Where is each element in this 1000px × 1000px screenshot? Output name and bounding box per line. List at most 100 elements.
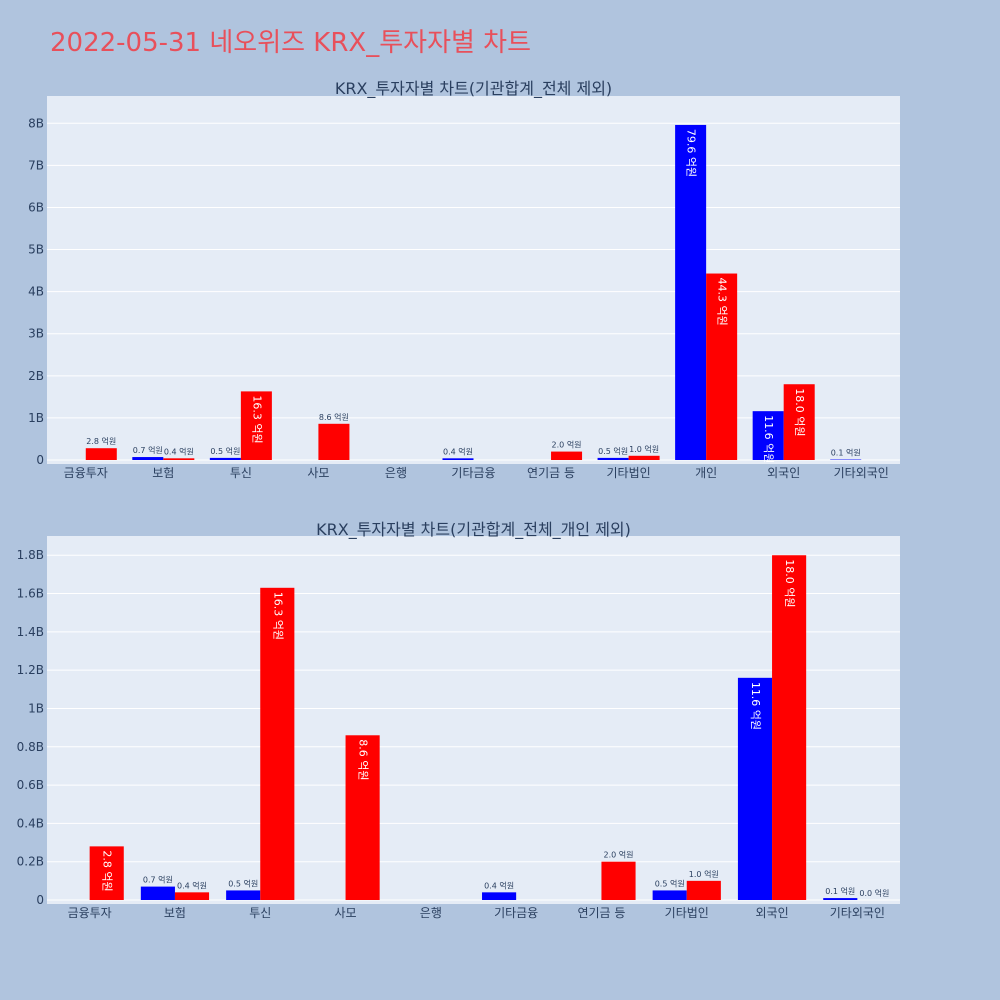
bar-label: 8.6 억원 xyxy=(357,739,370,780)
bar-label: 11.6 억원 xyxy=(762,415,775,463)
x-tick-label: 보험 xyxy=(164,906,186,920)
bar-label: 0.5 억원 xyxy=(598,446,628,456)
bar xyxy=(89,846,124,900)
bar-label: 18.0 억원 xyxy=(793,388,806,436)
bar-label: 0.5 억원 xyxy=(228,878,258,888)
bar xyxy=(482,892,517,900)
chart-title: KRX_투자자별 차트(기관합계_전체 제외) xyxy=(335,79,612,99)
bar xyxy=(318,423,350,460)
bar-label: 44.3 억원 xyxy=(716,278,729,326)
x-tick-label: 외국인 xyxy=(755,906,788,920)
bar-label: 2.8 억원 xyxy=(101,850,114,891)
page-title: 2022-05-31 네오위즈 KRX_투자자별 차트 xyxy=(50,28,532,58)
x-tick-label: 기타법인 xyxy=(607,466,651,480)
y-tick-label: 0.2B xyxy=(17,855,44,869)
x-tick-label: 개인 xyxy=(695,466,717,480)
bar xyxy=(752,411,784,460)
bar xyxy=(772,555,807,900)
x-tick-label: 투신 xyxy=(249,906,271,920)
y-tick-label: 0.4B xyxy=(17,816,44,830)
y-tick-label: 1B xyxy=(28,411,44,425)
bar xyxy=(174,892,210,900)
x-tick-label: 연기금 등 xyxy=(527,466,575,480)
bar xyxy=(132,457,164,460)
bar-label: 16.3 억원 xyxy=(271,592,284,640)
y-tick-label: 7B xyxy=(28,158,44,172)
bar xyxy=(823,898,858,900)
bar-label: 0.4 억원 xyxy=(177,880,207,890)
bar-label: 0.0 억원 xyxy=(859,888,889,898)
x-tick-label: 보험 xyxy=(152,466,174,480)
x-tick-label: 기타금융 xyxy=(494,906,538,920)
chart-2: 0 0.2B 0.4B 0.6B 0.8B 1B 1.2B 1.4B 1.6B 1.8B KRX_투… xyxy=(17,520,900,920)
bar-label: 0.7 억원 xyxy=(133,445,163,455)
x-tick-label: 투신 xyxy=(230,466,252,480)
x-tick-label: 기타금융 xyxy=(451,466,495,480)
y-tick-label: 3B xyxy=(28,327,44,341)
bar-label: 0.4 억원 xyxy=(484,880,514,890)
bar-label: 2.8 억원 xyxy=(86,436,116,446)
x-tick-label: 금융투자 xyxy=(64,466,108,480)
bar xyxy=(675,124,707,460)
bar xyxy=(652,890,687,900)
bar xyxy=(686,880,721,900)
y-tick-label: 1.4B xyxy=(17,625,44,639)
y-tick-label: 0 xyxy=(36,893,44,907)
bar xyxy=(442,458,474,460)
bar xyxy=(628,455,660,460)
x-tick-label: 은행 xyxy=(420,905,442,920)
y-tick-label: 5B xyxy=(28,243,44,257)
bar xyxy=(226,890,261,900)
y-tick-label: 1.6B xyxy=(17,587,44,601)
y-tick-label: 0 xyxy=(36,453,44,467)
bar-label: 8.6 억원 xyxy=(319,412,349,422)
x-tick-label: 사모 xyxy=(307,466,329,480)
x-tick-label: 연기금 등 xyxy=(577,906,625,920)
bar-label: 0.4 억원 xyxy=(443,446,473,456)
bar xyxy=(706,273,738,460)
y-tick-label: 1.8B xyxy=(17,548,44,562)
bar xyxy=(601,861,636,900)
bar xyxy=(209,457,241,460)
x-tick-label: 기타법인 xyxy=(665,906,709,920)
bar xyxy=(260,587,295,900)
y-tick-label: 6B xyxy=(28,200,44,214)
bar-label: 16.3 억원 xyxy=(250,395,263,443)
bar-label: 2.0 억원 xyxy=(604,850,634,860)
bar xyxy=(783,384,815,460)
y-tick-label: 2B xyxy=(28,369,44,383)
y-tick-label: 0.6B xyxy=(17,778,44,792)
bar-label: 0.1 억원 xyxy=(831,448,861,458)
bar xyxy=(597,457,629,460)
bar-label: 1.0 억원 xyxy=(629,444,659,454)
x-tick-label: 외국인 xyxy=(767,466,800,480)
x-tick-label: 은행 xyxy=(385,465,407,480)
x-tick-label: 기타외국인 xyxy=(834,466,889,480)
bar xyxy=(240,391,272,460)
y-tick-label: 4B xyxy=(28,285,44,299)
x-tick-label: 금융투자 xyxy=(68,906,112,920)
bar xyxy=(551,451,583,460)
y-tick-label: 8B xyxy=(28,116,44,130)
bar-label: 0.5 억원 xyxy=(210,446,240,456)
bar-label: 0.4 억원 xyxy=(164,446,194,456)
y-tick-label: 1B xyxy=(28,701,44,715)
bar-label: 0.1 억원 xyxy=(825,886,855,896)
bar-label: 11.6 억원 xyxy=(749,682,762,730)
y-tick-label: 1.2B xyxy=(17,663,44,677)
chart-title: KRX_투자자별 차트(기관합계_전체_개인 제외) xyxy=(316,520,631,540)
bar-label: 79.6 억원 xyxy=(685,129,698,177)
x-tick-label: 기타외국인 xyxy=(830,906,885,920)
bar-label: 2.0 억원 xyxy=(552,440,582,450)
bar xyxy=(140,886,175,900)
x-tick-label: 사모 xyxy=(335,906,357,920)
y-tick-label: 0.8B xyxy=(17,740,44,754)
bar-label: 18.0 억원 xyxy=(783,559,796,607)
bar-label: 0.7 억원 xyxy=(143,875,173,885)
bar-label: 1.0 억원 xyxy=(689,869,719,879)
bar-label: 0.5 억원 xyxy=(655,878,685,888)
bar xyxy=(85,448,117,460)
chart-1: 0 1B 2B 3B 4B 5B 6B 7B 8B KRX_투자자별 차트(기관합계_전체 제외)… xyxy=(28,79,900,480)
bar xyxy=(163,458,195,460)
